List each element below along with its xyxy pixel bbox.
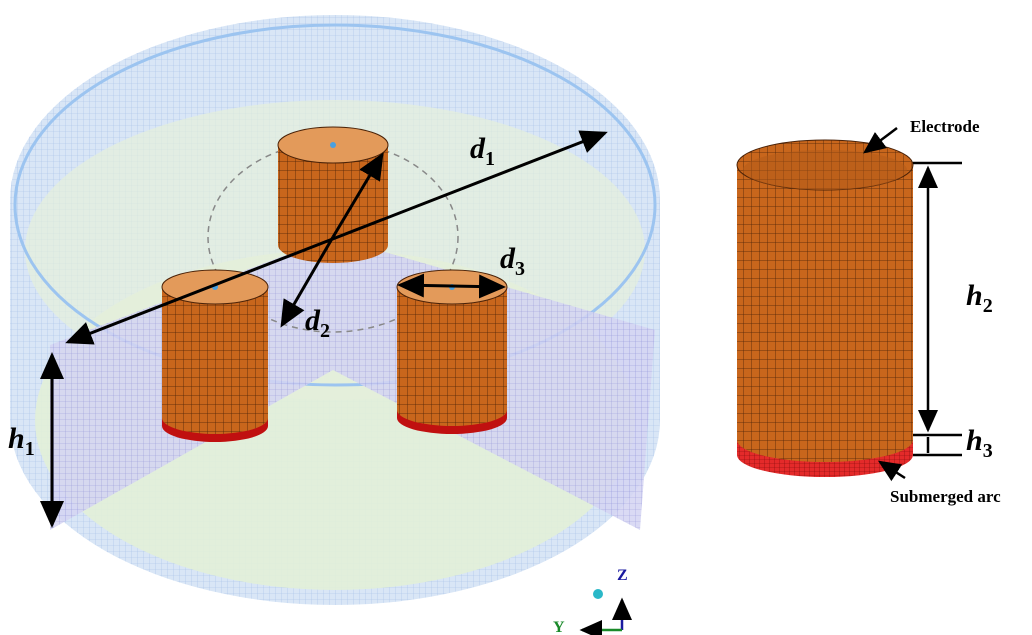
center-dot <box>330 142 336 148</box>
figure: d1 d2 d3 h1 h2 h3 Electrode Submerged ar… <box>0 0 1032 635</box>
axis-triad: Z Y <box>553 567 628 635</box>
tank <box>10 15 660 605</box>
label-h3: h3 <box>966 424 993 462</box>
electrode-left <box>162 287 268 436</box>
d3-arrow <box>400 285 503 287</box>
electrode-body <box>737 165 913 472</box>
label-h2: h2 <box>966 279 993 317</box>
annotation-submerged-arc: Submerged arc <box>890 487 1001 506</box>
annotation-electrode: Electrode <box>910 117 980 136</box>
y-label: Y <box>553 619 565 635</box>
z-label: Z <box>617 567 628 584</box>
origin <box>593 589 603 599</box>
electrode-right <box>397 287 507 428</box>
electrode-inner <box>743 150 907 190</box>
single-electrode <box>737 140 913 477</box>
